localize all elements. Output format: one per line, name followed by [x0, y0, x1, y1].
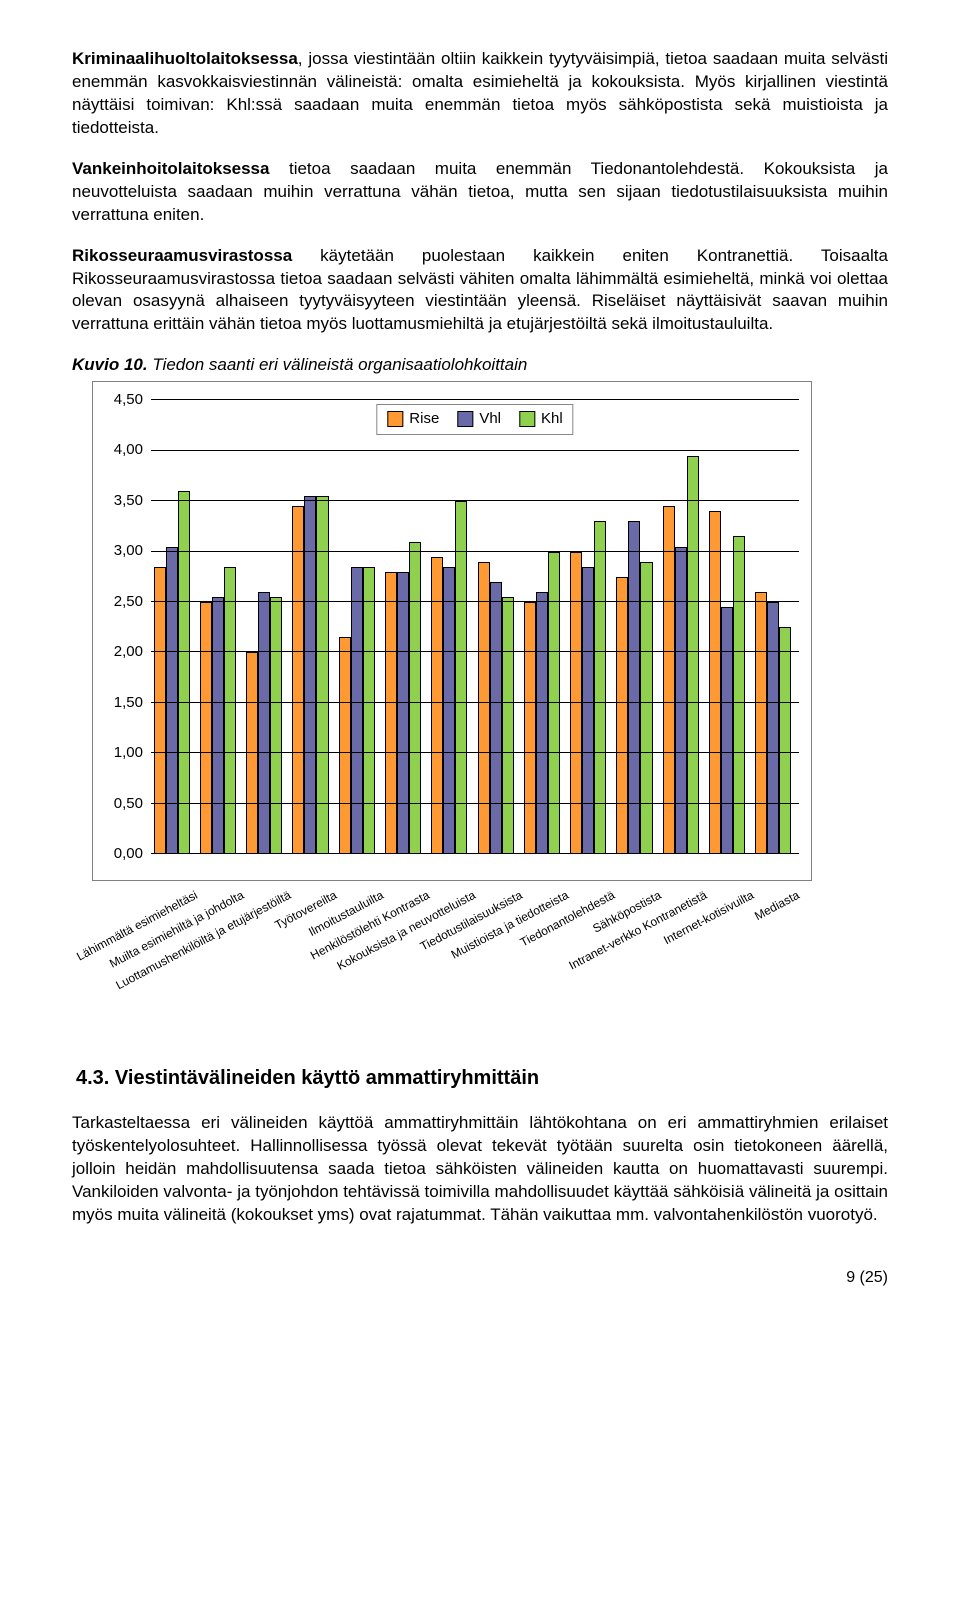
bar: [339, 637, 351, 854]
paragraph-4: Tarkasteltaessa eri välineiden käyttöä a…: [72, 1112, 888, 1227]
gridline: [151, 752, 799, 753]
bar: [363, 567, 375, 855]
x-axis-labels: Lähimmältä esimieheltäsiMuilta esimiehil…: [112, 887, 832, 1027]
bar: [755, 592, 767, 854]
y-axis-label: 0,50: [114, 794, 151, 814]
gridline: [151, 651, 799, 652]
bar: [548, 552, 560, 855]
caption-text: Tiedon saanti eri välineistä organisaati…: [148, 355, 528, 374]
chart-container: Rise Vhl Khl 0,000,501,001,502,002,503,0…: [92, 381, 812, 1027]
gridline: [151, 500, 799, 501]
y-axis-label: 3,50: [114, 491, 151, 511]
bars: [151, 400, 799, 854]
section-heading: 4.3. Viestintävälineiden käyttö ammattir…: [76, 1065, 888, 1092]
bar: [640, 562, 652, 855]
chart-caption: Kuvio 10. Tiedon saanti eri välineistä o…: [72, 354, 888, 377]
bar: [536, 592, 548, 854]
gridline: [151, 399, 799, 400]
gridline: [151, 853, 799, 854]
bar: [443, 567, 455, 855]
bar: [767, 602, 779, 854]
y-axis-label: 2,00: [114, 642, 151, 662]
bar: [570, 552, 582, 855]
bar: [582, 567, 594, 855]
y-axis-label: 3,00: [114, 541, 151, 561]
bar: [594, 521, 606, 854]
bar: [478, 562, 490, 855]
p2-bold: Vankeinhoitolaitoksessa: [72, 159, 269, 178]
y-axis-label: 2,50: [114, 592, 151, 612]
paragraph-3: Rikosseuraamusvirastossa käytetään puole…: [72, 245, 888, 337]
bar: [224, 567, 236, 855]
bar: [733, 536, 745, 854]
page-number: 9 (25): [72, 1267, 888, 1289]
bar-chart: Rise Vhl Khl 0,000,501,001,502,002,503,0…: [92, 381, 812, 881]
paragraph-1: Kriminaalihuoltolaitoksessa, jossa viest…: [72, 48, 888, 140]
bar: [200, 602, 212, 854]
bar: [721, 607, 733, 854]
bar: [351, 567, 363, 855]
bar: [455, 501, 467, 854]
bar: [502, 597, 514, 854]
y-axis-label: 4,50: [114, 390, 151, 410]
bar: [166, 547, 178, 855]
y-axis-label: 1,00: [114, 743, 151, 763]
bar: [409, 542, 421, 855]
bar: [524, 602, 536, 854]
y-axis-label: 0,00: [114, 844, 151, 864]
paragraph-2: Vankeinhoitolaitoksessa tietoa saadaan m…: [72, 158, 888, 227]
gridline: [151, 803, 799, 804]
bar: [258, 592, 270, 854]
plot-area: Rise Vhl Khl 0,000,501,001,502,002,503,0…: [151, 400, 799, 854]
bar: [212, 597, 224, 854]
bar: [154, 567, 166, 855]
gridline: [151, 551, 799, 552]
bar: [178, 491, 190, 854]
gridline: [151, 702, 799, 703]
gridline: [151, 450, 799, 451]
bar: [270, 597, 282, 854]
y-axis-label: 1,50: [114, 693, 151, 713]
bar: [675, 547, 687, 855]
bar: [628, 521, 640, 854]
bar: [397, 572, 409, 854]
page: Kriminaalihuoltolaitoksessa, jossa viest…: [0, 0, 960, 1319]
caption-key: Kuvio 10.: [72, 355, 148, 374]
x-axis-label: Mediasta: [752, 887, 803, 924]
p1-bold: Kriminaalihuoltolaitoksessa: [72, 49, 298, 68]
gridline: [151, 601, 799, 602]
bar: [385, 572, 397, 854]
bar: [779, 627, 791, 854]
bar: [616, 577, 628, 854]
y-axis-label: 4,00: [114, 441, 151, 461]
bar: [687, 456, 699, 855]
bar: [490, 582, 502, 854]
p3-bold: Rikosseuraamusvirastossa: [72, 246, 292, 265]
